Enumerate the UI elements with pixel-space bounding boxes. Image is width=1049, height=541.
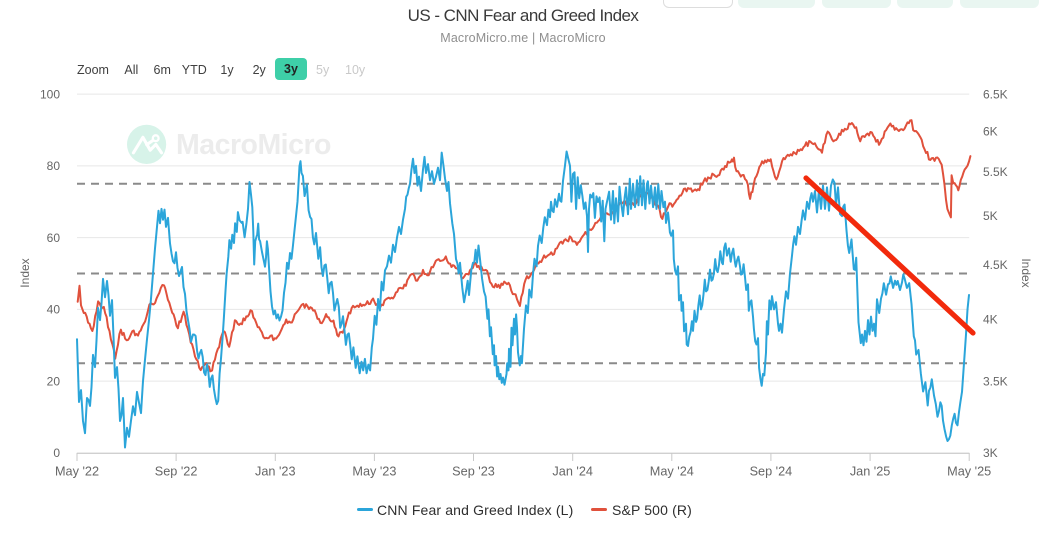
svg-text:40: 40 xyxy=(47,303,61,317)
svg-text:5.5K: 5.5K xyxy=(983,165,1008,179)
svg-text:3.5K: 3.5K xyxy=(983,375,1008,389)
svg-text:Sep '23: Sep '23 xyxy=(452,465,495,479)
svg-text:6.5K: 6.5K xyxy=(983,87,1008,101)
svg-text:20: 20 xyxy=(47,374,61,388)
svg-text:Sep '22: Sep '22 xyxy=(155,465,198,479)
svg-text:6K: 6K xyxy=(983,124,998,138)
svg-text:May '22: May '22 xyxy=(55,465,99,479)
svg-text:3K: 3K xyxy=(983,446,998,460)
svg-text:4K: 4K xyxy=(983,313,998,327)
svg-text:Index: Index xyxy=(1019,258,1033,287)
svg-text:May '23: May '23 xyxy=(352,465,396,479)
svg-text:4.5K: 4.5K xyxy=(983,258,1008,272)
svg-text:Index: Index xyxy=(18,258,32,287)
svg-text:May '24: May '24 xyxy=(650,465,694,479)
svg-text:MacroMicro: MacroMicro xyxy=(176,129,331,161)
svg-text:Jan '25: Jan '25 xyxy=(850,465,891,479)
svg-text:Sep '24: Sep '24 xyxy=(750,465,793,479)
svg-text:Jan '24: Jan '24 xyxy=(552,465,593,479)
svg-text:May '25: May '25 xyxy=(947,465,991,479)
svg-text:80: 80 xyxy=(47,159,61,173)
svg-text:Jan '23: Jan '23 xyxy=(255,465,296,479)
svg-text:100: 100 xyxy=(40,87,60,101)
svg-text:5K: 5K xyxy=(983,209,998,223)
svg-text:0: 0 xyxy=(53,446,60,460)
svg-text:60: 60 xyxy=(47,231,61,245)
